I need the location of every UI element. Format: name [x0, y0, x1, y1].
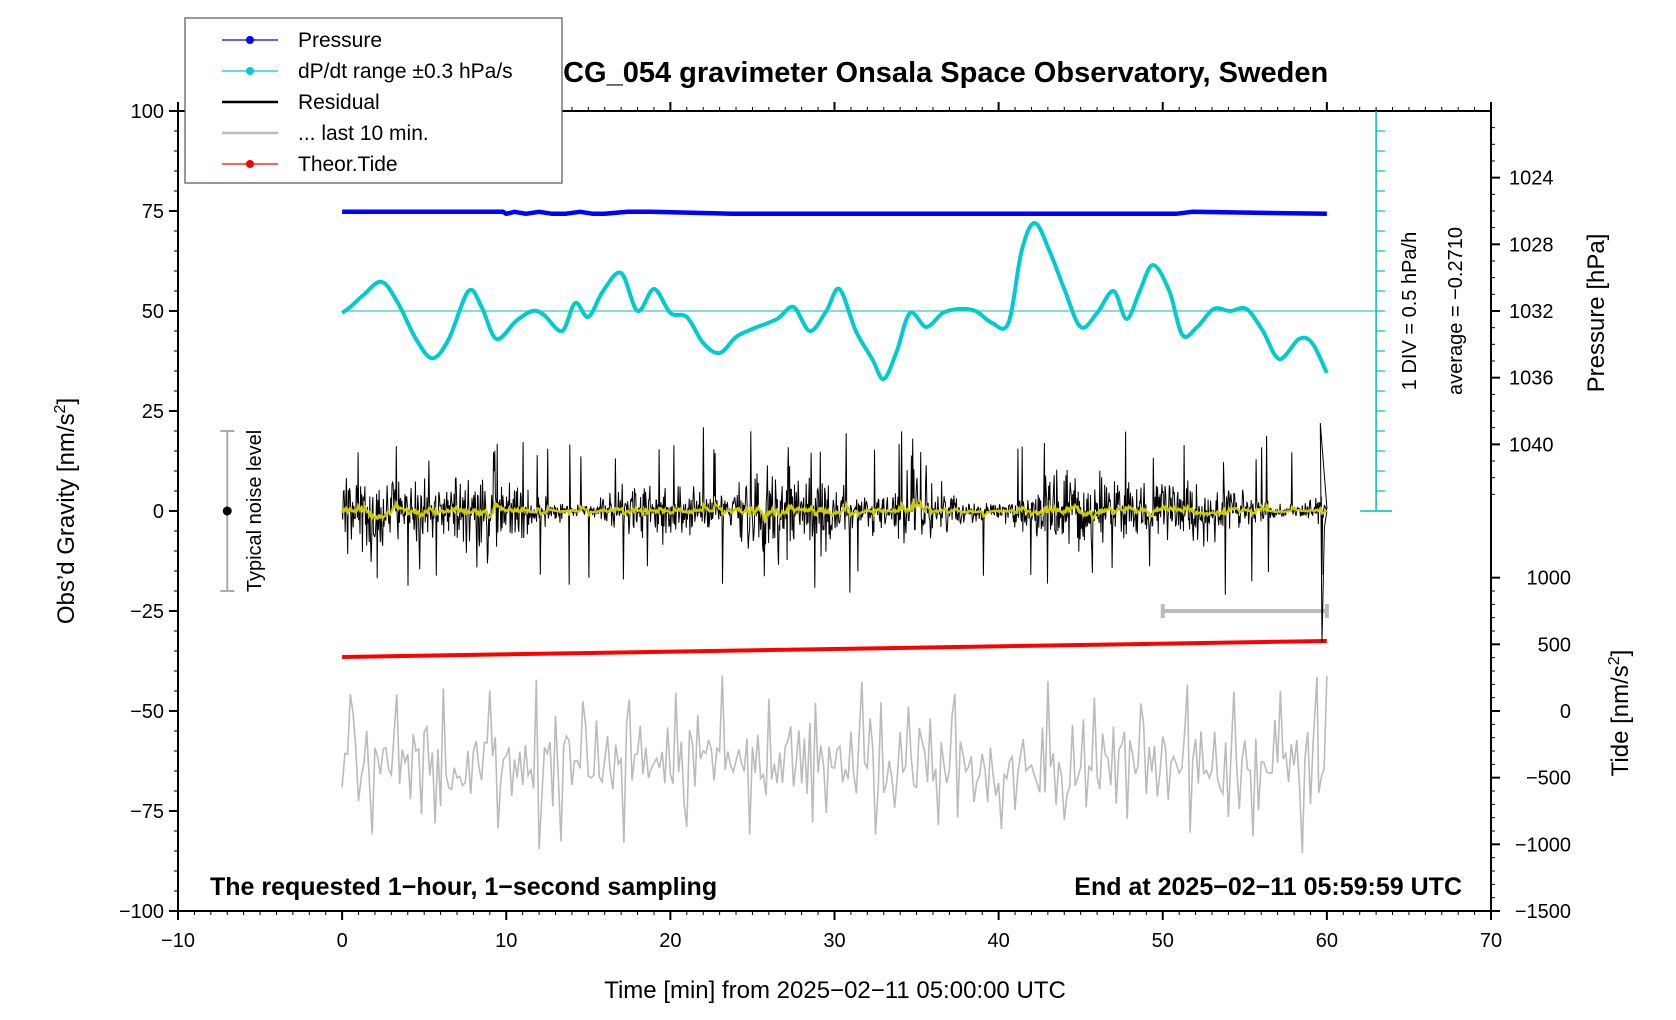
noise-bar-dot [222, 506, 232, 516]
legend-marker [246, 160, 254, 168]
pressure-scale-average: average = −0.2710 [1445, 227, 1467, 395]
pressure-axis: 1024 1028 1032 1036 1040 [1491, 127, 1554, 495]
legend-marker [246, 67, 254, 75]
pressure-scale: 1 DIV = 0.5 hPa/h average = −0.2710 [1360, 111, 1467, 512]
x-tick-label: 10 [495, 930, 517, 952]
x-axis: −10 0 10 20 30 40 50 60 70 [161, 102, 1502, 952]
tide-tick-label: 0 [1560, 701, 1571, 723]
x-tick-label: 20 [659, 930, 681, 952]
dpdt-line [340, 221, 1329, 381]
x-tick-label: 70 [1480, 930, 1502, 952]
pressure-tick-label: 1028 [1509, 234, 1554, 256]
noise-level-bar: Typical noise level [220, 430, 266, 592]
legend-entries: Pressure dP/dt range ±0.3 hPa/s Residual..… [222, 29, 513, 176]
last-10-min-line [341, 675, 1328, 854]
y-tick-label: −50 [130, 701, 164, 723]
y-axis: −100 −75 −50 −25 0 25 50 75 100 [119, 101, 178, 923]
y-axis-label-main: Obs’d Gravity [nm/s [53, 413, 80, 624]
x-tick-label: 30 [823, 930, 845, 952]
data-layer [340, 209, 1377, 854]
chart-title: SCG_054 gravimeter Onsala Space Observat… [544, 57, 1328, 89]
legend-label: dP/dt range ±0.3 hPa/s [298, 60, 513, 83]
legend-label: Pressure [298, 29, 382, 52]
pressure-line [342, 209, 1327, 217]
annotation-end-time: End at 2025−02−11 05:59:59 UTC [1074, 873, 1462, 901]
annotation-sampling: The requested 1−hour, 1−second sampling [210, 873, 717, 901]
y-tick-label: 100 [131, 101, 164, 123]
y-axis-label-sup: 2 [52, 404, 69, 413]
x-axis-label: Time [min] from 2025−02−11 05:00:00 UTC [604, 977, 1066, 1004]
legend-label: Residual [298, 91, 380, 114]
residual-smoothed-line [341, 497, 1328, 524]
pressure-axis-label: Pressure [hPa] [1583, 234, 1610, 393]
x-tick-label: −10 [161, 930, 195, 952]
x-tick-label: 40 [988, 930, 1010, 952]
legend-marker [246, 36, 254, 44]
y-tick-label: 50 [142, 301, 164, 323]
x-tick-label: 0 [337, 930, 348, 952]
pressure-tick-label: 1032 [1509, 301, 1554, 323]
pressure-tick-label: 1040 [1509, 434, 1554, 456]
tide-axis-label-close: ] [1607, 650, 1634, 657]
y-tick-label: −25 [130, 601, 164, 623]
y-tick-label: 0 [153, 501, 164, 523]
tide-tick-label: −500 [1526, 768, 1571, 790]
pressure-tick-label: 1036 [1509, 368, 1554, 390]
y-tick-label: 75 [142, 201, 164, 223]
legend: Pressure dP/dt range ±0.3 hPa/s Residual..… [184, 17, 563, 184]
pressure-tick-label: 1024 [1509, 168, 1554, 190]
y-tick-label: −100 [119, 901, 164, 923]
tide-axis-label-main: Tide [nm/s [1607, 665, 1634, 776]
tide-tick-label: −1000 [1515, 834, 1571, 856]
tide-tick-label: 500 [1538, 634, 1571, 656]
y-tick-label: −75 [130, 801, 164, 823]
legend-label: Theor.Tide [298, 153, 398, 176]
tide-tick-label: 1000 [1527, 568, 1572, 590]
pressure-scale-label: 1 DIV = 0.5 hPa/h [1399, 232, 1421, 390]
legend-label: ... last 10 min. [298, 122, 429, 145]
tide-tick-label: −1500 [1515, 901, 1571, 923]
residual-line [341, 422, 1328, 644]
tide-axis-label-sup: 2 [1606, 656, 1623, 665]
y-axis-label-close: ] [53, 398, 80, 405]
legend-box [184, 17, 563, 184]
noise-bar-label: Typical noise level [244, 430, 266, 592]
theor-tide-line [342, 639, 1327, 659]
y-axis-label: Obs’d Gravity [nm/s2] [52, 398, 80, 624]
tide-axis: −1500 −1000 −500 0 500 1000 [1491, 568, 1571, 923]
tide-axis-label: Tide [nm/s2] [1606, 650, 1634, 777]
x-tick-label: 50 [1152, 930, 1174, 952]
y-tick-label: 25 [142, 401, 164, 423]
x-tick-label: 60 [1316, 930, 1338, 952]
